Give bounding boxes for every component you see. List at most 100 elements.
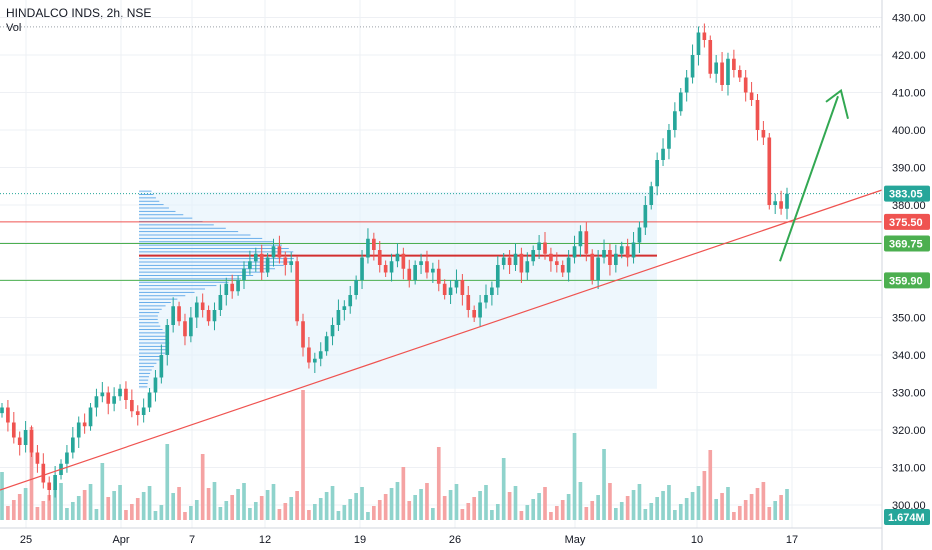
volume-bar xyxy=(578,482,583,520)
volume-bar xyxy=(253,502,258,520)
profile-bar xyxy=(139,278,241,280)
candle-body xyxy=(513,253,518,265)
candle-body xyxy=(525,261,530,273)
volume-bar xyxy=(478,491,482,520)
volume-bar xyxy=(560,500,565,520)
volume-bar xyxy=(684,498,689,520)
candle-body xyxy=(35,452,40,464)
volume-bar xyxy=(76,496,81,520)
volume-bar xyxy=(590,501,595,520)
candle-body xyxy=(602,250,606,258)
candle-body xyxy=(206,310,211,322)
volume-bar xyxy=(519,511,524,520)
volume-bar xyxy=(372,506,376,520)
volume-bar xyxy=(0,472,4,520)
candle-body xyxy=(495,265,500,288)
candle-body xyxy=(684,77,689,93)
candle-body xyxy=(248,261,252,269)
profile-bar xyxy=(139,356,163,357)
candle-body xyxy=(389,261,394,273)
volume-bar xyxy=(65,508,69,520)
volume-bar xyxy=(135,498,140,520)
volume-bar xyxy=(495,504,500,520)
volume-bar xyxy=(484,485,488,520)
profile-bar xyxy=(139,285,217,287)
time-tick-label: 12 xyxy=(259,534,271,546)
candle-body xyxy=(436,268,441,284)
price-tick-label: 330.00 xyxy=(892,388,926,400)
time-tick-label: 7 xyxy=(189,534,195,546)
profile-bar xyxy=(139,339,169,341)
volume-bar xyxy=(732,512,736,520)
candle-body xyxy=(543,242,547,254)
candle-body xyxy=(259,253,264,273)
profile-bar xyxy=(139,318,158,320)
candle-body xyxy=(667,130,671,149)
time-tick-label: 19 xyxy=(354,534,366,546)
volume-bar xyxy=(248,508,252,520)
candle-body xyxy=(460,280,465,295)
candle-body xyxy=(549,253,553,262)
candle-body xyxy=(6,407,10,423)
volume-bar xyxy=(749,494,754,520)
volume-bar xyxy=(678,504,683,520)
candle-body xyxy=(714,62,719,74)
volume-bar xyxy=(401,467,406,520)
candle-body xyxy=(118,388,122,397)
volume-bar xyxy=(407,501,412,520)
candle-body xyxy=(732,58,736,70)
profile-bar xyxy=(139,281,229,283)
price-tick-label: 390.00 xyxy=(892,163,926,175)
candle-body xyxy=(425,261,429,273)
candle-body xyxy=(106,392,111,404)
candle-body xyxy=(566,257,571,273)
profile-bar xyxy=(139,261,291,263)
candle-body xyxy=(76,422,81,438)
candle-body xyxy=(70,437,75,453)
time-tick-label: 17 xyxy=(786,534,798,546)
volume-profile xyxy=(139,190,657,389)
volume-bar xyxy=(584,507,589,520)
time-axis: 25 Apr 7 12 19 26 May 10 17 xyxy=(0,527,882,546)
candle-body xyxy=(631,242,636,258)
volume-bar xyxy=(631,490,636,520)
candle-body xyxy=(147,392,152,408)
profile-bar xyxy=(139,268,276,270)
volume-bar xyxy=(312,504,317,520)
candle-body xyxy=(578,231,583,247)
candle-body xyxy=(779,201,783,209)
volume-bar xyxy=(661,491,665,520)
profile-bar xyxy=(139,345,169,347)
candle-body xyxy=(454,280,459,288)
volume-bar xyxy=(189,506,193,520)
candle-body xyxy=(608,250,612,265)
profile-bar xyxy=(139,200,160,202)
candle-body xyxy=(301,321,305,348)
volume-bar xyxy=(153,511,158,520)
candle-body xyxy=(330,325,335,337)
candle-body xyxy=(696,32,701,55)
horizontal-levels xyxy=(0,26,882,281)
volume-bars xyxy=(0,390,789,520)
volume-bar xyxy=(307,510,311,520)
volume-bar xyxy=(696,486,701,520)
profile-bar xyxy=(139,227,226,229)
volume-bar xyxy=(572,433,577,520)
candle-body xyxy=(94,396,99,408)
volume-bar xyxy=(324,492,329,520)
candle-body xyxy=(431,268,435,273)
volume-bar xyxy=(513,486,518,520)
volume-bar xyxy=(501,458,506,520)
candle-body xyxy=(236,280,240,292)
candle-body xyxy=(189,317,193,337)
profile-bar xyxy=(139,210,176,212)
profile-bar xyxy=(139,352,166,354)
candle-body xyxy=(377,250,382,265)
volume-bar xyxy=(242,483,246,520)
profile-bar xyxy=(139,288,205,290)
candle-body xyxy=(283,257,288,265)
volume-bar xyxy=(41,501,46,520)
candle-body xyxy=(82,422,87,427)
candle-body xyxy=(271,246,276,258)
